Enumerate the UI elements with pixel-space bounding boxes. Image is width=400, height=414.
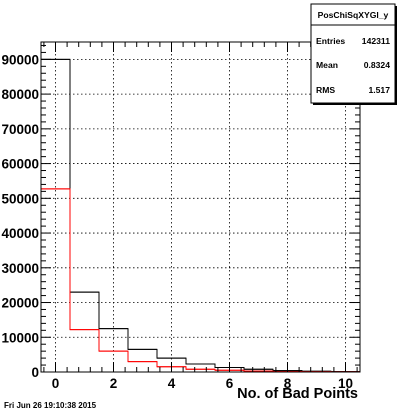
x-tick-label: 4 [168,376,176,391]
y-tick-labels: 0 10000 20000 30000 40000 50000 60000 70000 8000… [1,52,39,380]
stats-box: PosChiSqXYGl_y Entries 142311 Mean 0.832… [310,3,397,105]
stats-mean-label: Mean [316,60,338,70]
histogram-outline-1 [40,188,360,373]
y-tick-label: 60000 [1,157,39,172]
histogram-outline-0 [40,58,360,373]
x-tick-label: 10 [338,376,353,391]
y-tick-label: 70000 [1,122,39,137]
y-tick-label: 90000 [1,52,39,67]
y-tick-label: 20000 [1,296,39,311]
y-tick-label: 80000 [1,87,39,102]
x-tick-label: 8 [284,376,292,391]
x-axis-label: No. of Bad Points [237,386,358,402]
stats-rms-value: 1.517 [368,85,390,95]
y-tick-label: 30000 [1,261,39,276]
x-tick-label: 0 [52,376,60,391]
stats-entries-value: 142311 [362,36,390,46]
series-1 [40,188,360,373]
axis-ticks [41,42,360,373]
y-tick-label: 10000 [1,330,39,345]
x-tick-label: 2 [110,376,118,391]
stats-mean-value: 0.8324 [364,60,391,70]
grid [41,42,360,372]
timestamp: Fri Jun 26 19:10:38 2015 [4,401,97,410]
stats-rms-label: RMS [316,85,335,95]
series-0 [40,58,360,373]
y-tick-label: 50000 [1,191,39,206]
y-tick-label: 0 [31,365,39,380]
histogram-series [40,58,360,373]
stats-title: PosChiSqXYGl_y [318,10,389,20]
plot-frame [40,41,361,373]
x-tick-labels: 0 2 4 6 8 10 [52,376,353,391]
x-tick-label: 6 [226,376,234,391]
y-tick-label: 40000 [1,226,39,241]
stats-entries-label: Entries [316,36,345,46]
